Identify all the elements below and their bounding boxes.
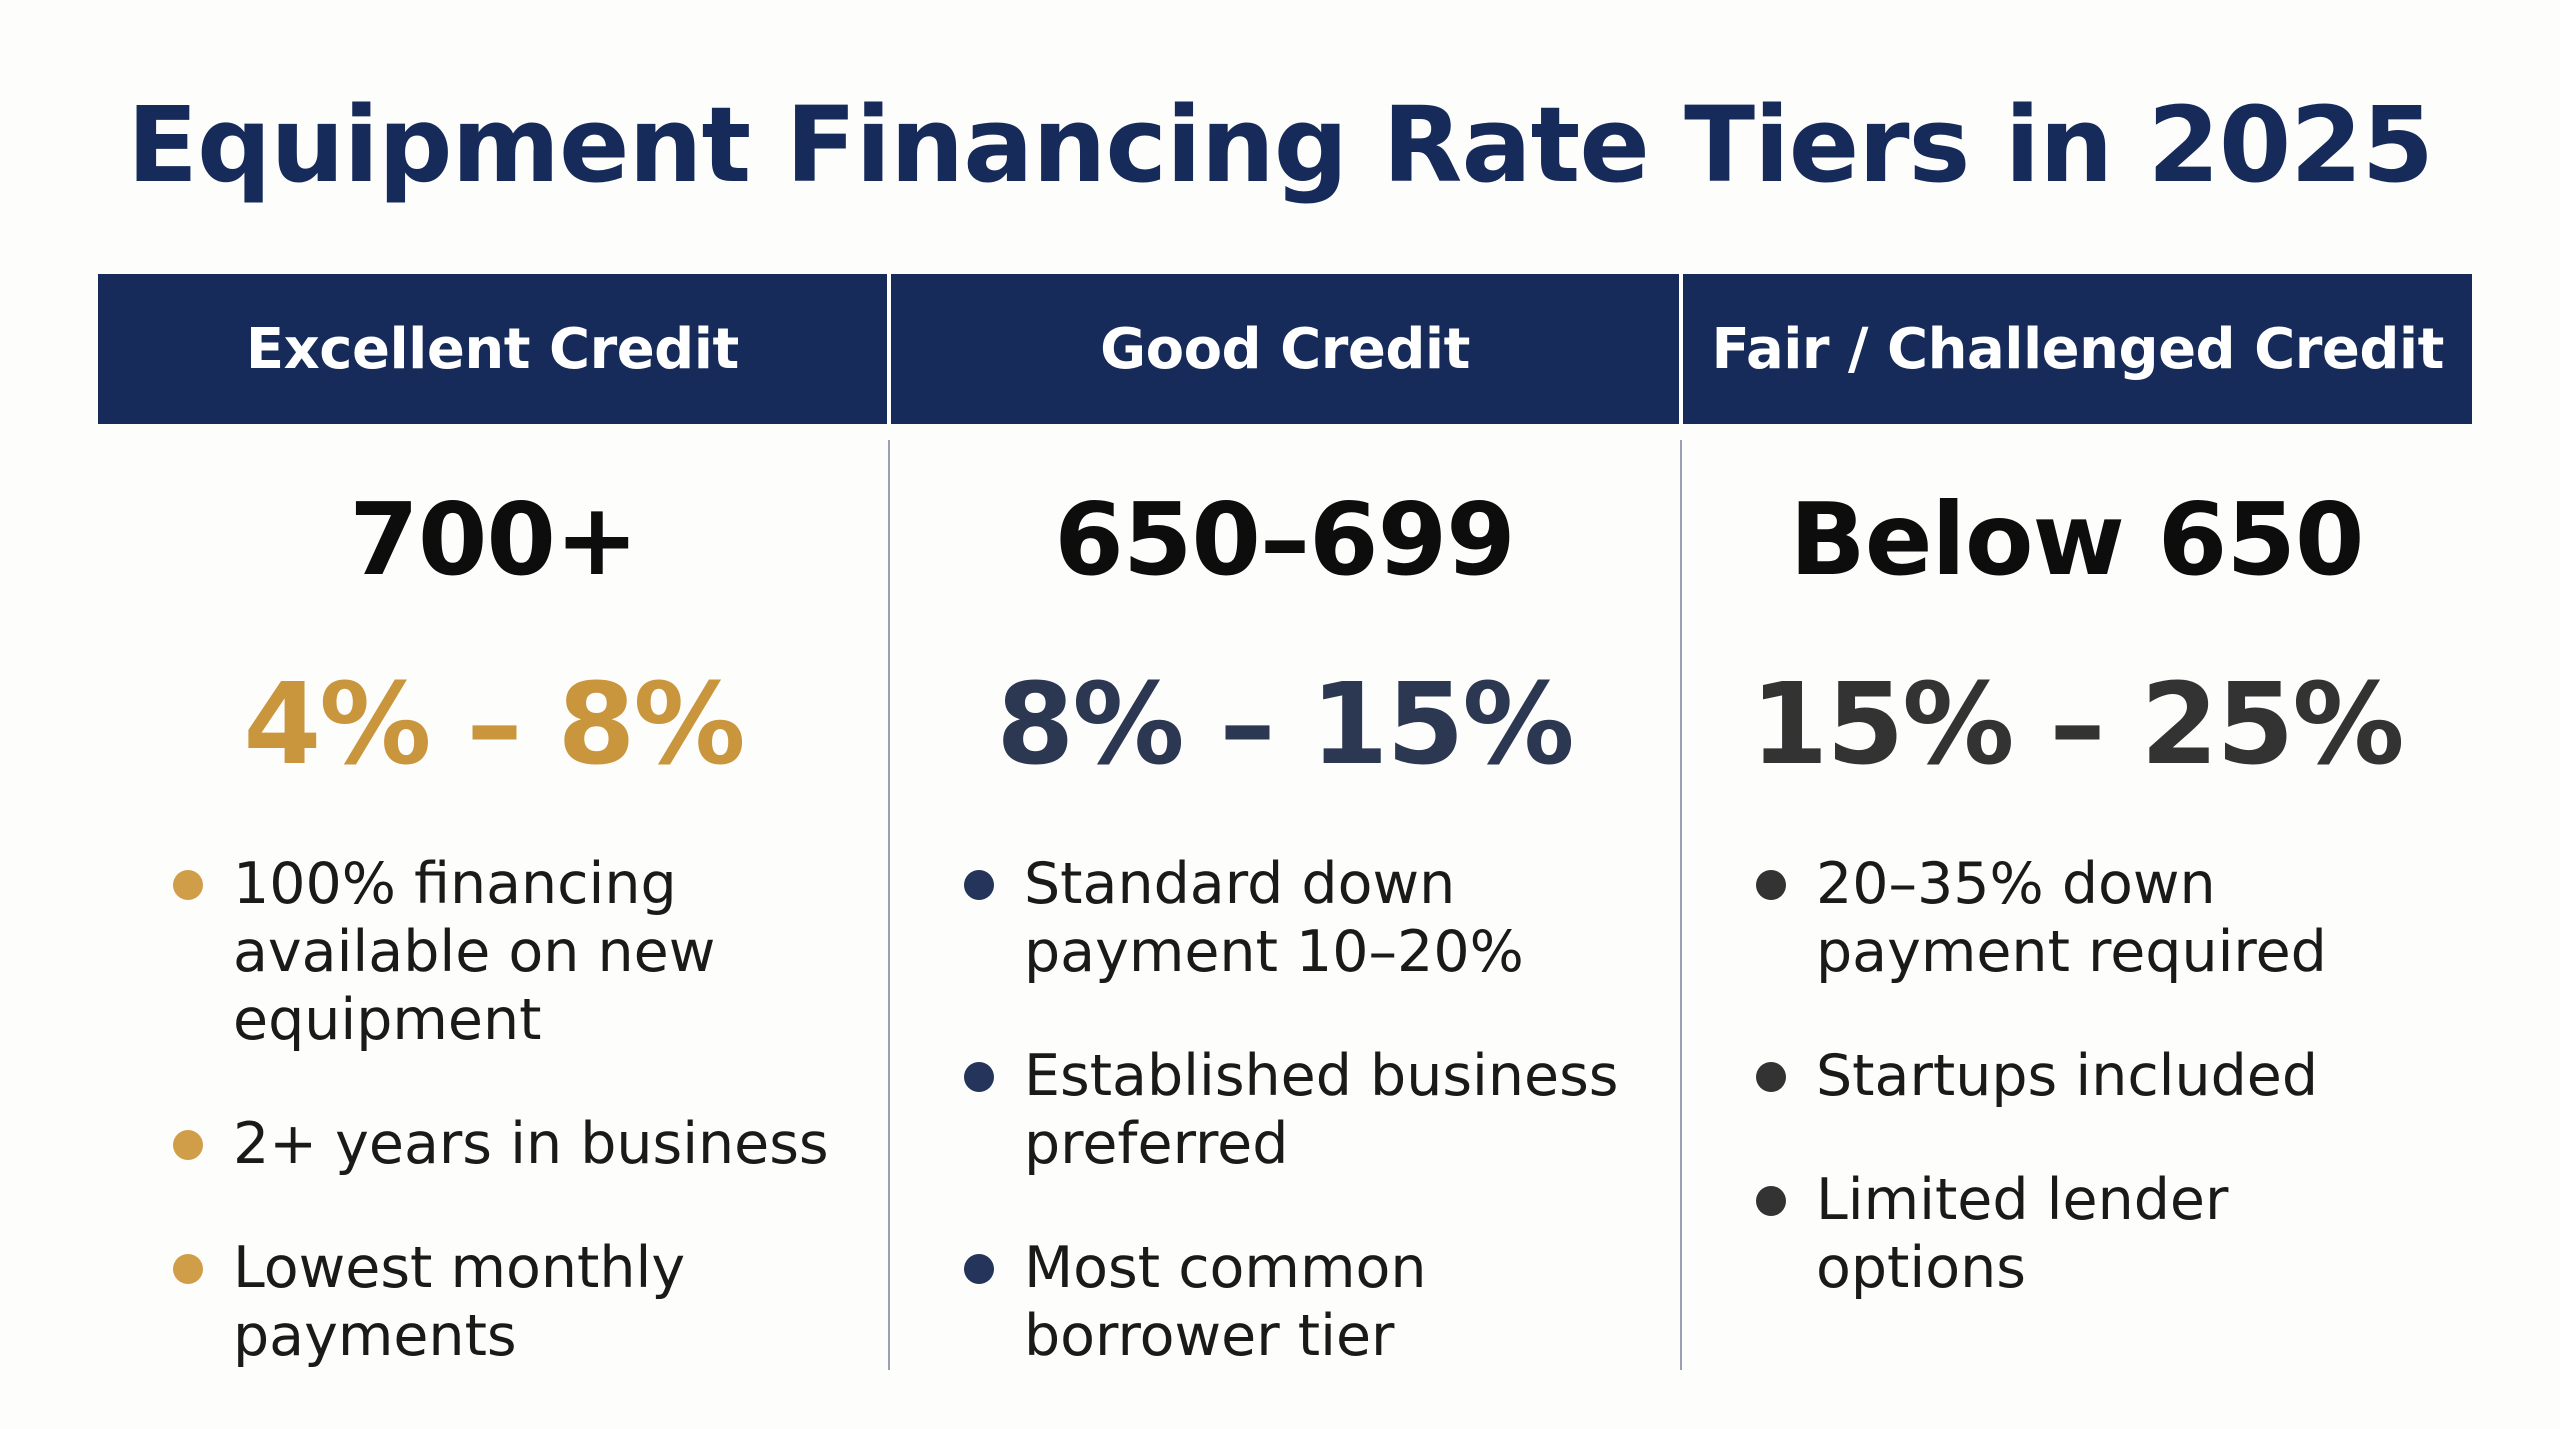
list-item: Standard down payment 10–20% <box>964 850 1664 986</box>
bullet-dot-icon <box>173 870 203 900</box>
page-title: Equipment Financing Rate Tiers in 2025 <box>126 84 2434 206</box>
interest-rate-range: 4% – 8% <box>243 660 745 790</box>
tier-column-excellent: 700+ 4% – 8% 100% financing available on… <box>98 470 889 1390</box>
list-item-text: Established business preferred <box>1024 1043 1619 1177</box>
bullet-dot-icon <box>964 1062 994 1092</box>
list-item-text: 20–35% down payment required <box>1816 851 2327 985</box>
bullet-dot-icon <box>964 1254 994 1284</box>
bullet-dot-icon <box>1756 1062 1786 1092</box>
header-excellent-credit: Excellent Credit <box>245 316 739 382</box>
interest-rate-range: 15% – 25% <box>1750 660 2404 790</box>
tier-header-bar: Excellent Credit Good Credit Fair / Chal… <box>98 274 2472 424</box>
list-item: Startups included <box>1756 1042 2456 1110</box>
column-divider <box>888 440 890 1370</box>
feature-list: 20–35% down payment required Startups in… <box>1756 850 2456 1358</box>
list-item-text: 2+ years in business <box>233 1111 829 1177</box>
list-item-text: Startups included <box>1816 1043 2319 1109</box>
list-item-text: 100% financing available on new equipmen… <box>233 851 716 1053</box>
list-item: Most common borrower tier <box>964 1234 1664 1370</box>
list-item: Established business preferred <box>964 1042 1664 1178</box>
bullet-dot-icon <box>173 1254 203 1284</box>
list-item: Lowest monthly payments <box>173 1234 873 1370</box>
list-item: 2+ years in business <box>173 1110 873 1178</box>
column-divider <box>1680 440 1682 1370</box>
credit-score-range: Below 650 <box>1789 481 2365 598</box>
list-item: Limited lender options <box>1756 1166 2456 1302</box>
credit-score-range: 700+ <box>349 481 639 598</box>
header-fair-credit: Fair / Challenged Credit <box>1679 274 2472 424</box>
feature-list: Standard down payment 10–20% Established… <box>964 850 1664 1426</box>
list-item-text: Standard down payment 10–20% <box>1024 851 1524 985</box>
bullet-dot-icon <box>964 870 994 900</box>
list-item: 100% financing available on new equipmen… <box>173 850 873 1054</box>
list-item-text: Limited lender options <box>1816 1167 2229 1301</box>
feature-list: 100% financing available on new equipmen… <box>173 850 873 1426</box>
bullet-dot-icon <box>1756 870 1786 900</box>
bullet-dot-icon <box>1756 1186 1786 1216</box>
bullet-dot-icon <box>173 1130 203 1160</box>
list-item-text: Most common borrower tier <box>1024 1235 1427 1369</box>
interest-rate-range: 8% – 15% <box>996 660 1574 790</box>
tier-column-good: 650–699 8% – 15% Standard down payment 1… <box>889 470 1680 1390</box>
list-item: 20–35% down payment required <box>1756 850 2456 986</box>
tier-column-fair: Below 650 15% – 25% 20–35% down payment … <box>1681 470 2472 1390</box>
header-good-credit: Good Credit <box>886 274 1680 424</box>
credit-score-range: 650–699 <box>1054 481 1515 598</box>
list-item-text: Lowest monthly payments <box>233 1235 686 1369</box>
